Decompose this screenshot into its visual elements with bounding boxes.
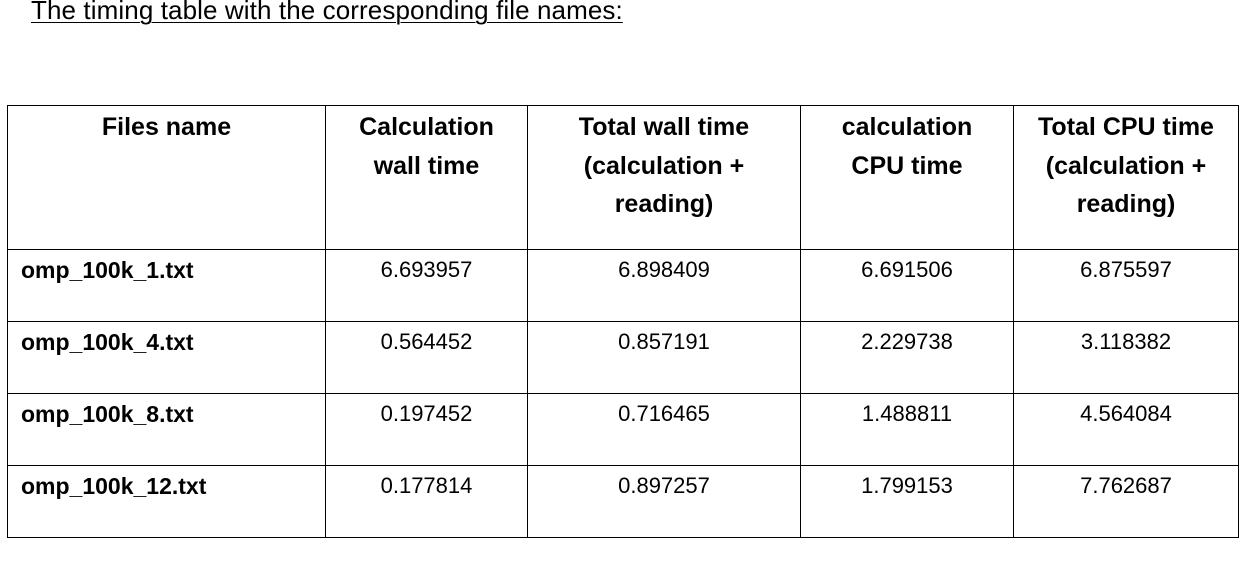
header-row: Files name Calculation wall time Total w… bbox=[7, 105, 1239, 250]
table-row: omp_100k_1.txt 6.693957 6.898409 6.69150… bbox=[7, 249, 1239, 322]
table-row: omp_100k_8.txt 0.197452 0.716465 1.48881… bbox=[7, 393, 1239, 466]
calc-cpu-time-cell: 6.691506 bbox=[800, 249, 1014, 322]
file-name-cell: omp_100k_1.txt bbox=[7, 249, 326, 322]
calc-cpu-time-cell: 1.799153 bbox=[800, 465, 1014, 538]
total-wall-time-cell: 0.716465 bbox=[527, 393, 801, 466]
file-name-cell: omp_100k_4.txt bbox=[7, 321, 326, 394]
table-row: omp_100k_4.txt 0.564452 0.857191 2.22973… bbox=[7, 321, 1239, 394]
header-line: (calculation + bbox=[583, 151, 745, 180]
total-cpu-time-cell: 3.118382 bbox=[1013, 321, 1239, 394]
column-header-calculation-cpu-time: calculation CPU time bbox=[800, 105, 1014, 250]
calc-cpu-time-cell: 1.488811 bbox=[800, 393, 1014, 466]
timing-table: Files name Calculation wall time Total w… bbox=[7, 105, 1239, 538]
column-header-calculation-wall-time: Calculation wall time bbox=[325, 105, 528, 250]
file-name-cell: omp_100k_12.txt bbox=[7, 465, 326, 538]
header-line: wall time bbox=[373, 151, 480, 180]
header-line: Files name bbox=[101, 113, 232, 141]
total-cpu-time-cell: 6.875597 bbox=[1013, 249, 1239, 322]
calc-wall-time-cell: 0.564452 bbox=[325, 321, 528, 394]
header-line: (calculation + bbox=[1045, 151, 1207, 180]
calc-wall-time-cell: 6.693957 bbox=[325, 249, 528, 322]
header-line: reading) bbox=[614, 190, 714, 218]
column-header-total-cpu-time: Total CPU time (calculation + reading) bbox=[1013, 105, 1239, 250]
header-line: reading) bbox=[1076, 190, 1176, 218]
calc-wall-time-cell: 0.177814 bbox=[325, 465, 528, 538]
total-wall-time-cell: 6.898409 bbox=[527, 249, 801, 322]
column-header-files-name: Files name bbox=[7, 105, 326, 250]
calc-wall-time-cell: 0.197452 bbox=[325, 393, 528, 466]
header-line: Calculation bbox=[359, 113, 494, 141]
header-line: calculation bbox=[841, 113, 973, 141]
table-row: omp_100k_12.txt 0.177814 0.897257 1.7991… bbox=[7, 465, 1239, 538]
file-name-cell: omp_100k_8.txt bbox=[7, 393, 326, 466]
header-line: Total CPU time bbox=[1038, 113, 1214, 141]
total-cpu-time-cell: 7.762687 bbox=[1013, 465, 1239, 538]
column-header-total-wall-time: Total wall time (calculation + reading) bbox=[527, 105, 801, 250]
page-heading: The timing table with the corresponding … bbox=[31, 0, 623, 25]
total-cpu-time-cell: 4.564084 bbox=[1013, 393, 1239, 466]
calc-cpu-time-cell: 2.229738 bbox=[800, 321, 1014, 394]
total-wall-time-cell: 0.857191 bbox=[527, 321, 801, 394]
total-wall-time-cell: 0.897257 bbox=[527, 465, 801, 538]
header-line: CPU time bbox=[851, 151, 963, 180]
header-line: Total wall time bbox=[578, 113, 750, 141]
